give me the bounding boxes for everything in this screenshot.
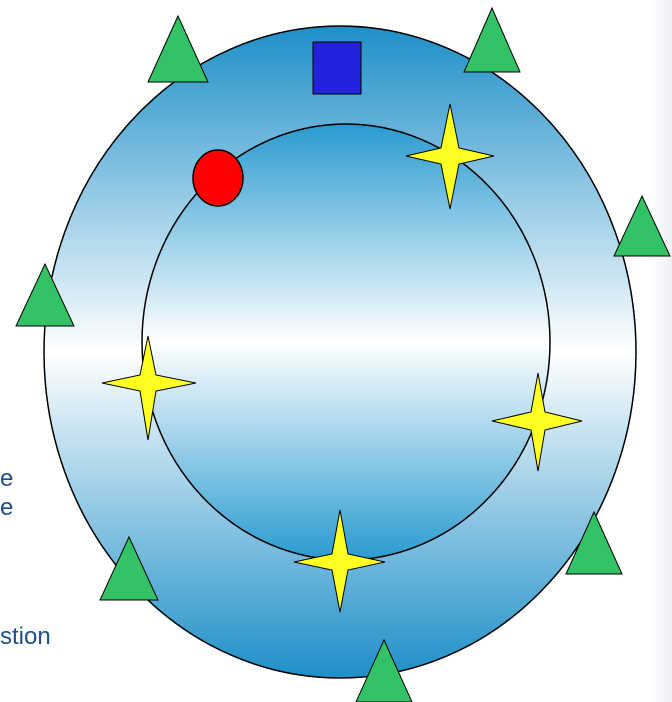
triangle-marker-6 bbox=[99, 535, 159, 601]
star-marker-4 bbox=[293, 509, 386, 613]
text-fragment-2: e bbox=[0, 494, 14, 521]
star-marker-1 bbox=[405, 103, 495, 210]
triangle-marker-2 bbox=[463, 6, 521, 73]
text-fragment-1: e bbox=[0, 465, 14, 492]
triangle-marker-5 bbox=[565, 510, 623, 575]
triangle-marker-4 bbox=[15, 262, 75, 327]
red-circle bbox=[192, 149, 244, 207]
triangle-marker-1 bbox=[147, 14, 209, 83]
star-marker-3 bbox=[491, 372, 583, 472]
star-marker-2 bbox=[101, 335, 197, 441]
blue-square bbox=[312, 41, 362, 95]
triangle-marker-7 bbox=[355, 638, 413, 702]
triangle-marker-3 bbox=[613, 194, 671, 257]
text-fragment-3: stion bbox=[0, 623, 51, 650]
slide-edge-shadow bbox=[650, 0, 672, 702]
